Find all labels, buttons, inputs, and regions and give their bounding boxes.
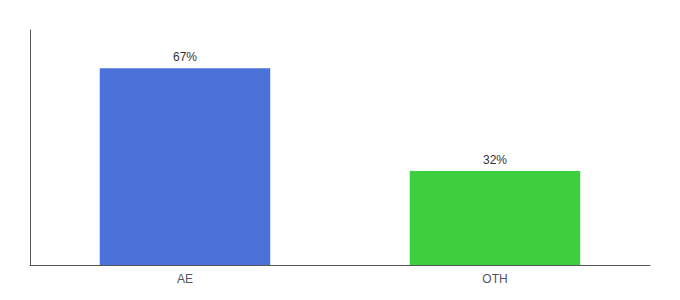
- svg-text:AE: AE: [177, 272, 193, 286]
- svg-text:32%: 32%: [483, 153, 507, 167]
- svg-text:OTH: OTH: [482, 272, 507, 286]
- svg-text:67%: 67%: [173, 50, 197, 64]
